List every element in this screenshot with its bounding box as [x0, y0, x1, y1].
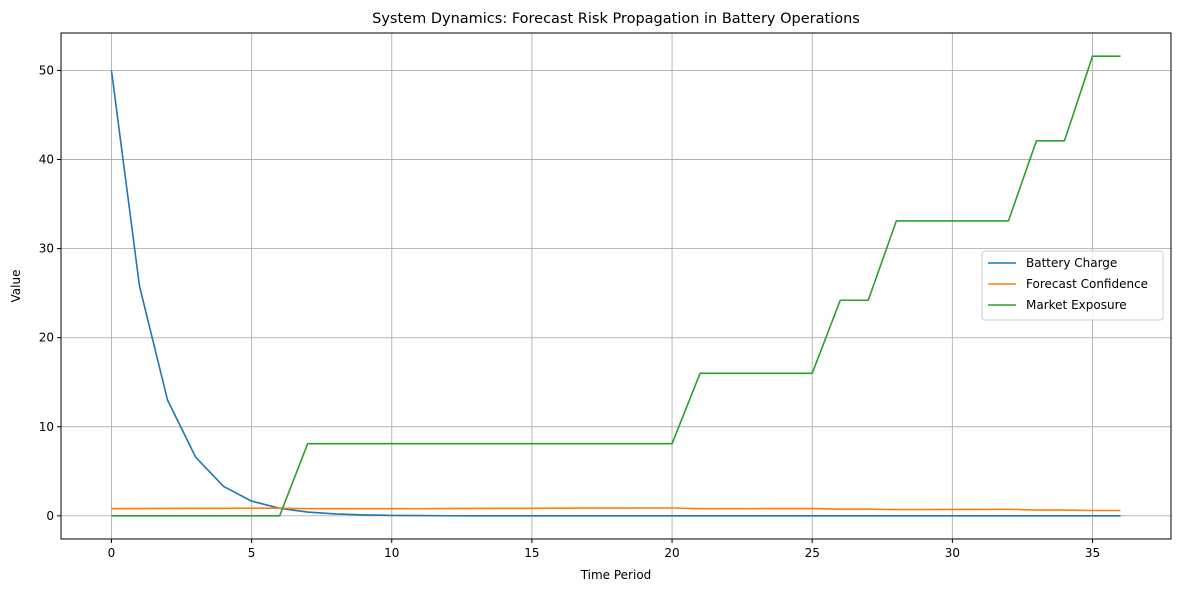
x-tick-label: 0	[108, 546, 116, 560]
chart-title: System Dynamics: Forecast Risk Propagati…	[372, 11, 860, 27]
legend-label-forecast-confidence: Forecast Confidence	[1026, 277, 1148, 291]
plot-frame	[60, 32, 1172, 540]
x-tick-label: 15	[524, 546, 539, 560]
x-tick-label: 20	[664, 546, 679, 560]
legend-label-battery-charge: Battery Charge	[1026, 256, 1117, 270]
y-axis-label: Value	[9, 270, 23, 303]
x-axis-label: Time Period	[580, 568, 652, 582]
legend-label-market-exposure: Market Exposure	[1026, 298, 1127, 312]
series-line-market-exposure	[111, 55, 1121, 517]
y-axis-ticks: 0 10 20 30 40 50	[39, 63, 61, 523]
x-tick-label: 5	[248, 546, 256, 560]
legend: Battery Charge Forecast Confidence Market …	[981, 250, 1164, 321]
x-tick-label: 25	[805, 546, 820, 560]
y-tick-label: 10	[39, 420, 54, 434]
x-tick-label: 35	[1085, 546, 1100, 560]
series-layer	[110, 55, 1121, 517]
x-tick-label: 10	[384, 546, 399, 560]
x-tick-label: 30	[945, 546, 960, 560]
x-axis-ticks: 0 5 10 15 20 25 30 35	[108, 539, 1100, 560]
y-tick-label: 20	[39, 331, 54, 345]
legend-box	[981, 250, 1164, 321]
y-tick-label: 30	[39, 242, 54, 256]
y-tick-label: 50	[39, 63, 54, 77]
series-line-forecast-confidence	[111, 507, 1121, 512]
y-tick-label: 40	[39, 153, 54, 167]
y-tick-label: 0	[46, 509, 54, 523]
series-line-battery-charge	[110, 70, 1121, 517]
grid-lines	[61, 33, 1171, 539]
